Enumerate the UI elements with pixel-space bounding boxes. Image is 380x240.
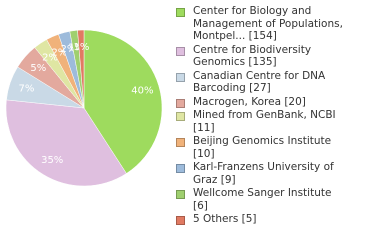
pie-slice	[77, 29, 85, 109]
slice-label: 7%	[18, 83, 34, 94]
slice-label: 35%	[41, 155, 63, 166]
pie-slice	[83, 29, 163, 174]
legend-swatch	[176, 46, 185, 56]
legend-item: Karl-Franzens University of Graz [9]	[176, 161, 344, 186]
legend-item: Centre for Biodiversity Genomics [135]	[176, 44, 344, 69]
slice-label: 1%	[68, 43, 84, 54]
legend-label: 5 Others [5]	[193, 213, 257, 225]
legend: Center for Biology and Management of Pop…	[176, 5, 344, 227]
legend-label: Karl-Franzens University of Graz [9]	[193, 161, 334, 186]
slice-label: 2%	[42, 53, 58, 64]
legend-swatch	[176, 72, 185, 82]
legend-item: Canadian Centre for DNA Barcoding [27]	[176, 70, 344, 95]
legend-label: Center for Biology and Management of Pop…	[193, 5, 343, 42]
legend-swatch	[176, 112, 185, 121]
legend-item: 5 Others [5]	[176, 213, 344, 226]
pie-slice	[5, 99, 127, 187]
slice-label: 2%	[61, 44, 77, 55]
legend-item: Mined from GenBank, NCBI [11]	[176, 109, 344, 134]
slice-label: 5%	[30, 63, 46, 74]
legend-label: Wellcome Sanger Institute [6]	[193, 187, 332, 212]
legend-label: Canadian Centre for DNA Barcoding [27]	[193, 69, 326, 95]
legend-item: Macrogen, Korea [20]	[176, 96, 344, 109]
legend-item: Wellcome Sanger Institute [6]	[176, 187, 344, 212]
legend-label: Macrogen, Korea [20]	[193, 95, 306, 108]
pie-area: 40%35%7%5%2%2%2%1%1%	[5, 29, 163, 187]
legend-swatch	[176, 8, 185, 17]
legend-item: Center for Biology and Management of Pop…	[176, 5, 344, 43]
slice-label: 1%	[74, 42, 90, 53]
legend-swatch	[176, 138, 185, 147]
legend-swatch	[176, 190, 185, 199]
legend-swatch	[176, 216, 185, 225]
legend-swatch	[176, 164, 185, 173]
slice-label: 40%	[131, 86, 153, 97]
legend-label: Mined from GenBank, NCBI [11]	[193, 109, 336, 134]
legend-label: Beijing Genomics Institute [10]	[193, 135, 332, 160]
legend-swatch	[176, 98, 185, 108]
legend-item: Beijing Genomics Institute [10]	[176, 135, 344, 160]
slice-label: 2%	[51, 47, 67, 58]
legend-label: Centre for Biodiversity Genomics [135]	[193, 43, 312, 69]
